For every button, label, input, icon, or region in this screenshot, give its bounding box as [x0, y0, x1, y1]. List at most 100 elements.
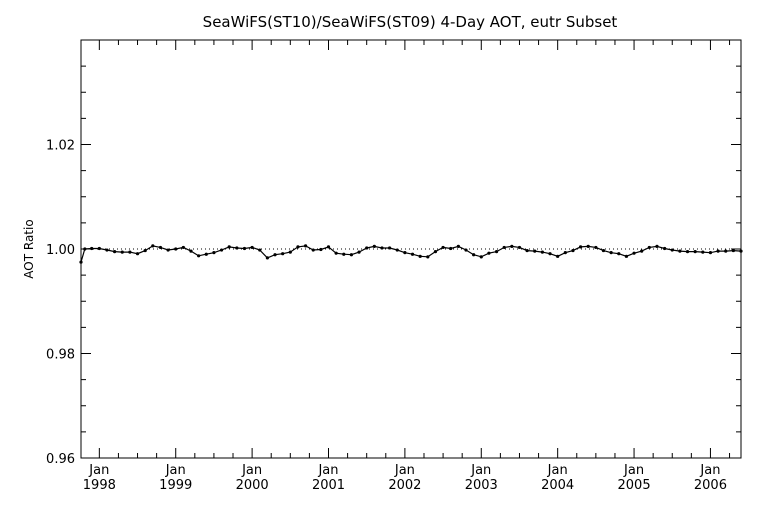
data-point [487, 251, 491, 255]
x-tick-year-label: 2003 [465, 478, 498, 493]
x-tick-year-label: 1999 [159, 478, 192, 493]
data-point [158, 245, 163, 250]
data-point [120, 250, 124, 254]
data-point [342, 252, 346, 256]
data-point [494, 250, 499, 254]
data-point [517, 245, 522, 250]
data-point [571, 248, 575, 253]
data-point [151, 244, 155, 248]
data-point [357, 250, 361, 254]
data-point [334, 251, 338, 255]
data-point [250, 245, 254, 250]
x-tick-month-label: Jan [165, 463, 186, 478]
data-point [349, 253, 354, 257]
data-point [97, 246, 101, 251]
x-tick-month-label: Jan [241, 463, 262, 478]
data-point [227, 245, 231, 249]
data-point [701, 250, 705, 254]
data-point [197, 254, 201, 258]
data-point [403, 251, 407, 255]
data-point [143, 248, 147, 253]
data-point [548, 252, 552, 256]
data-point [235, 246, 239, 250]
data-point [456, 244, 460, 248]
x-tick-year-label: 2006 [694, 478, 727, 493]
x-tick-year-label: 2005 [618, 478, 651, 493]
data-point [311, 248, 315, 252]
x-tick-month-label: Jan [317, 463, 338, 478]
data-point [441, 245, 445, 250]
axis-ticks: 0.960.981.001.02Jan1998Jan1999Jan2000Jan… [46, 39, 741, 493]
x-tick-year-label: 2004 [541, 478, 574, 493]
data-point [525, 248, 529, 253]
data-point [204, 252, 208, 256]
x-tick-year-label: 2001 [312, 478, 345, 493]
x-tick-month-label: Jan [394, 463, 415, 478]
data-point [380, 246, 384, 250]
data-point [365, 246, 369, 250]
data-point [258, 248, 262, 252]
data-point [708, 251, 713, 255]
data-point [601, 248, 606, 253]
plot-frame [80, 39, 742, 459]
data-point [303, 244, 308, 248]
x-tick-year-label: 1998 [83, 478, 116, 493]
data-point [372, 244, 376, 248]
data-point [395, 248, 399, 252]
data-point [540, 250, 544, 254]
data-point [556, 254, 560, 258]
x-tick-month-label: Jan [470, 463, 491, 478]
data-point [678, 249, 682, 253]
y-tick-label: 1.02 [46, 139, 75, 154]
chart-title: SeaWiFS(ST10)/SeaWiFS(ST09) 4-Day AOT, e… [203, 13, 618, 31]
data-point [212, 251, 216, 255]
data-point [388, 246, 392, 250]
x-tick-year-label: 2000 [236, 478, 269, 493]
data-point [128, 250, 132, 254]
data-point [113, 250, 117, 254]
data-point [578, 245, 583, 249]
data-point [410, 252, 415, 256]
data-point [624, 254, 629, 258]
data-point [181, 245, 185, 250]
data-point [533, 249, 537, 253]
data-point [632, 251, 636, 255]
data-point [135, 252, 140, 256]
data-point [174, 247, 178, 251]
data-point [281, 252, 285, 256]
data-point [617, 252, 621, 256]
y-axis-label: AOT Ratio [22, 219, 36, 278]
y-tick-label: 1.00 [46, 243, 75, 258]
data-point [640, 249, 644, 253]
data-point [90, 246, 94, 251]
data-point [79, 260, 83, 264]
data-point [433, 250, 438, 254]
data-point [449, 246, 453, 251]
data-point [739, 249, 743, 253]
data-point [83, 247, 87, 251]
data-point [724, 249, 728, 253]
data-point [594, 245, 598, 250]
data-point [693, 250, 697, 254]
data-point [219, 248, 224, 252]
data-point [105, 248, 109, 252]
y-tick-label: 0.98 [46, 348, 75, 363]
x-tick-year-label: 2002 [388, 478, 421, 493]
data-point [418, 254, 422, 258]
data-point [716, 249, 720, 253]
data-point [242, 246, 247, 251]
data-point [166, 248, 170, 252]
data-point [510, 244, 514, 248]
data-point [479, 255, 483, 259]
y-tick-label: 0.96 [46, 452, 75, 467]
x-tick-month-label: Jan [547, 463, 568, 478]
series-line [80, 245, 742, 263]
data-point [731, 248, 735, 253]
data-point [464, 248, 468, 252]
data-point [663, 246, 667, 251]
data-point [563, 251, 567, 255]
x-tick-month-label: Jan [623, 463, 644, 478]
data-point [273, 253, 277, 257]
data-point [265, 256, 269, 260]
